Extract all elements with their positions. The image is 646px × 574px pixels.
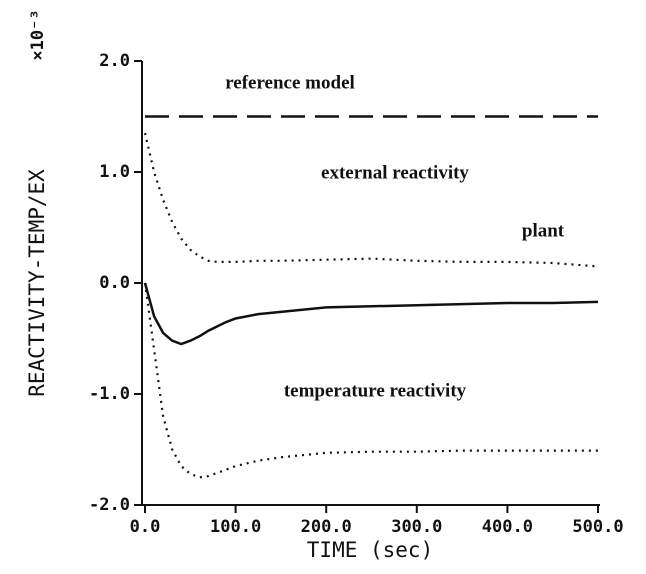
y-tick-label: 0.0 — [99, 273, 130, 293]
x-tick-label: 200.0 — [301, 517, 352, 537]
series-label: external reactivity — [321, 162, 469, 183]
x-tick-label: 0.0 — [130, 517, 161, 537]
x-tick-label: 100.0 — [210, 517, 261, 537]
series-line — [143, 132, 599, 268]
y-tick-label: -1.0 — [89, 384, 130, 404]
y-tick-label: 1.0 — [99, 162, 130, 182]
x-tick-label: 400.0 — [482, 517, 533, 537]
series-line — [143, 282, 599, 346]
series-label: temperature reactivity — [284, 380, 467, 401]
series-label: reference model — [225, 72, 355, 93]
x-tick-label: 500.0 — [572, 517, 623, 537]
y-tick-label: -2.0 — [89, 495, 130, 515]
series-label: plant — [522, 220, 565, 241]
y-multiplier: ×10⁻³ — [28, 9, 48, 60]
y-axis-label: REACTIVITY-TEMP/EX — [25, 169, 49, 397]
x-axis-label: TIME (sec) — [307, 538, 433, 562]
y-tick-label: 2.0 — [99, 51, 130, 71]
x-tick-label: 300.0 — [391, 517, 442, 537]
